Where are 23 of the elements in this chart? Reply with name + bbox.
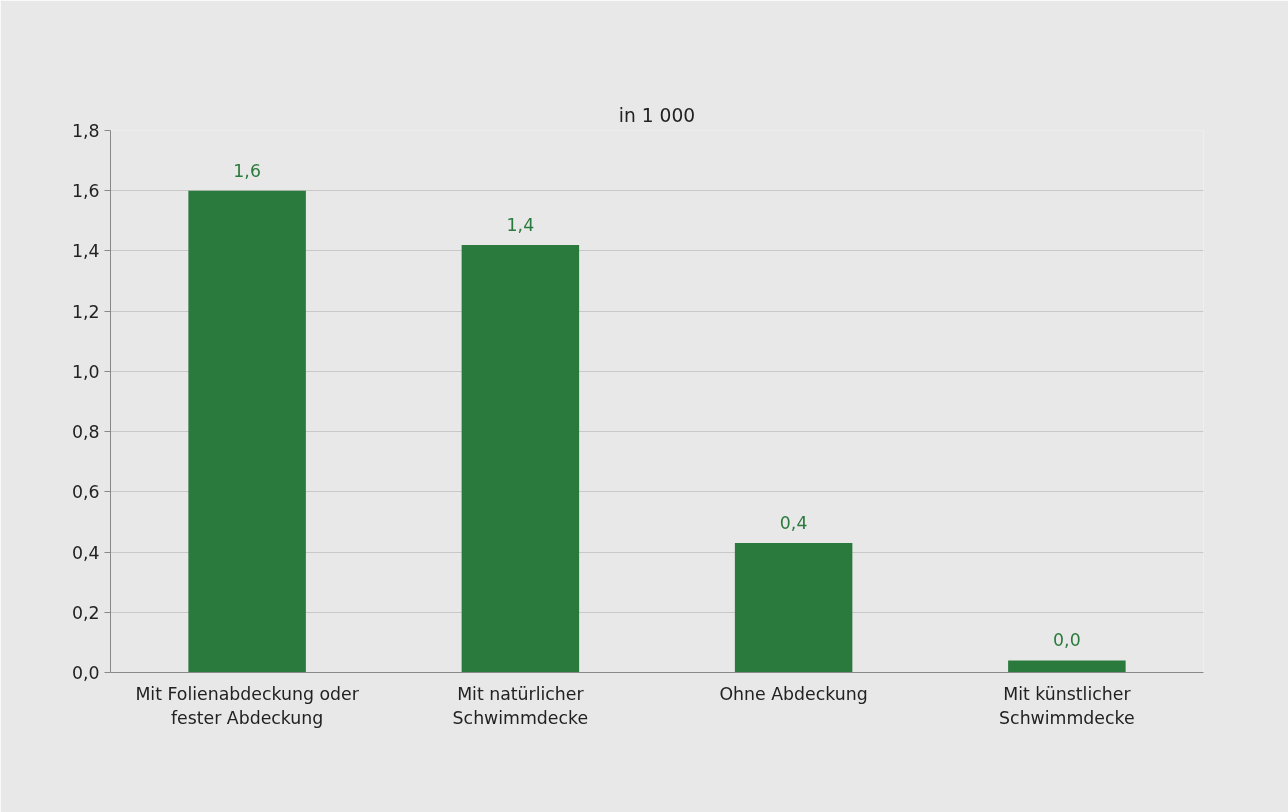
y-tick-label: 1,6 — [71, 181, 100, 202]
bar — [461, 244, 580, 673]
y-tick-label: 0,2 — [71, 602, 100, 623]
x-tick-label: Mit Folienabdeckung oder fester Abdeckung — [135, 683, 360, 728]
y-tick-label: 1,0 — [71, 361, 100, 382]
y-tick-label: 0,0 — [71, 663, 100, 683]
data-label: 1,4 — [506, 214, 535, 235]
y-tick-label: 1,4 — [71, 241, 100, 262]
data-label: 0,0 — [1053, 630, 1081, 651]
bar — [734, 543, 853, 673]
data-label: 1,6 — [233, 160, 261, 181]
y-tick-label: 0,6 — [71, 482, 100, 503]
chart-title: in 1 000 — [618, 104, 696, 126]
x-tick-label: Ohne Abdeckung — [719, 683, 868, 704]
y-tick-label: 1,8 — [71, 121, 100, 141]
data-label: 0,4 — [779, 513, 808, 534]
y-tick-label: 0,8 — [71, 422, 100, 443]
y-tick-label: 0,4 — [71, 542, 100, 563]
x-tick-label: Mit künstlicher Schwimmdecke — [999, 683, 1135, 728]
x-tick-label: Mit natürlicher Schwimmdecke — [452, 683, 589, 728]
bar — [1008, 660, 1126, 673]
y-tick-label: 1,2 — [71, 301, 100, 322]
bar — [188, 190, 306, 673]
